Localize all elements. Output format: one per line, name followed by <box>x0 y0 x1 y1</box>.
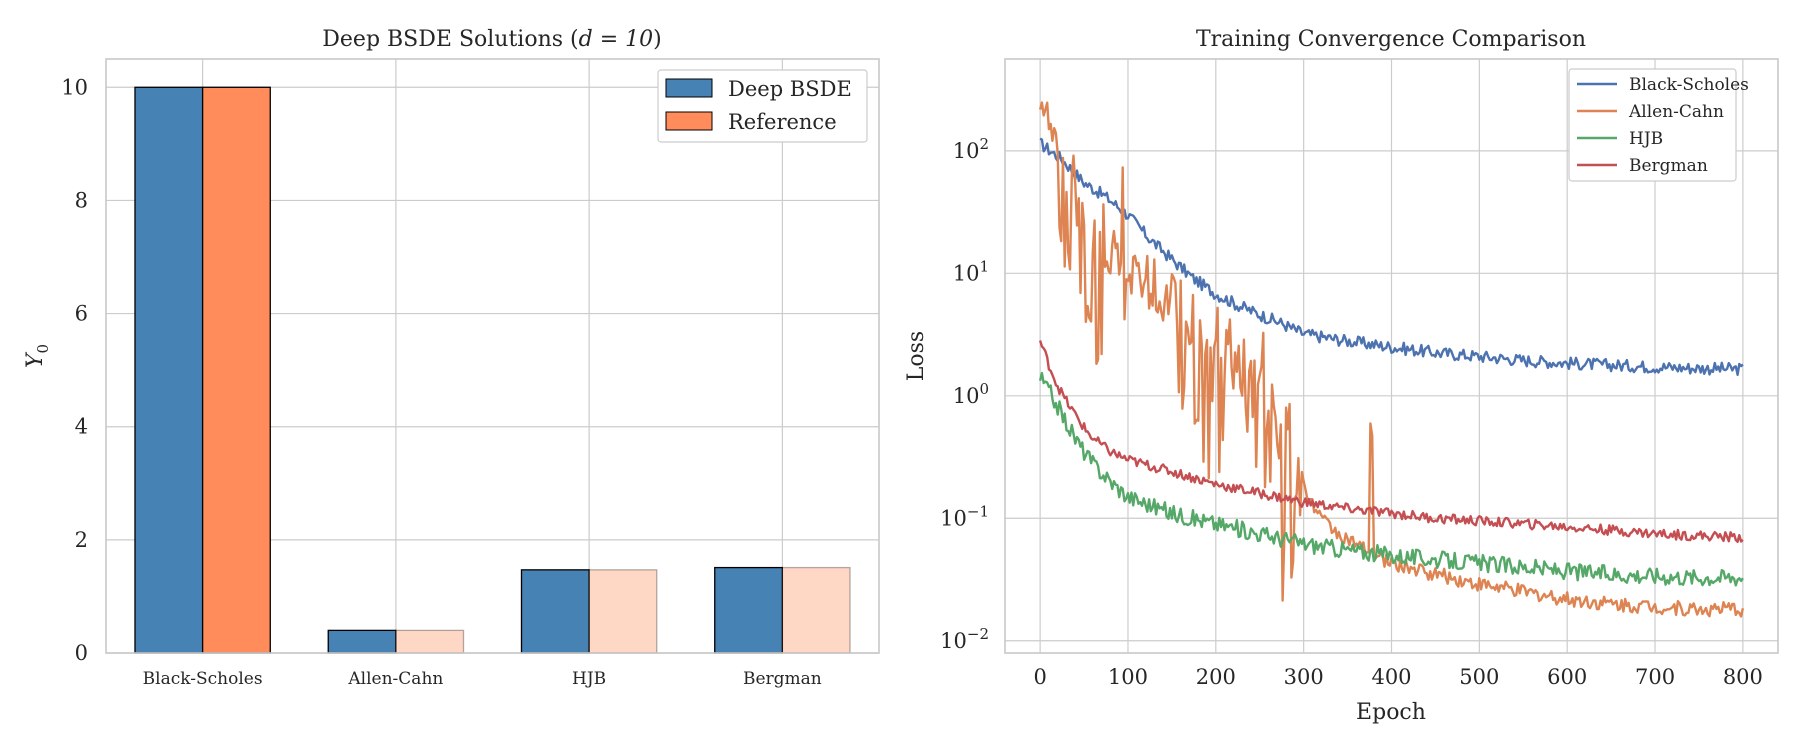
legend-label-hjb: HJB <box>1629 129 1663 149</box>
bar-deep-bsde-allen-cahn <box>327 629 397 654</box>
legend-label-allen-cahn: Allen-Cahn <box>1628 102 1724 122</box>
bar-reference-allen-cahn <box>395 629 465 654</box>
line-chart-marks <box>1038 101 1745 618</box>
bar-y-tick-label: 10 <box>61 75 88 99</box>
bar-chart-frame <box>105 58 880 654</box>
line-y-tick-label: 102 <box>953 135 989 163</box>
bar-y-tick-label: 4 <box>75 415 88 439</box>
legend-label-deep-bsde: Deep BSDE <box>728 77 852 101</box>
legend-swatch-reference <box>665 111 713 131</box>
series-line-hjb <box>1038 371 1744 587</box>
line-chart-legend-box <box>1568 68 1737 182</box>
bar-chart-x-ticks: Black-Scholes Allen-Cahn HJB Bergman <box>143 669 822 689</box>
line-y-tick-label: 100 <box>953 380 989 408</box>
bar-y-tick-label: 0 <box>75 641 88 665</box>
bar-x-tick-label-black-scholes: Black-Scholes <box>143 669 263 689</box>
bar-deep-bsde-black-scholes <box>134 86 204 654</box>
line-chart-y-ticks: 102 101 100 10−1 10−2 <box>940 135 989 653</box>
bar-reference-hjb <box>588 569 658 654</box>
legend-label-black-scholes: Black-Scholes <box>1629 75 1749 95</box>
line-chart-frame <box>1004 58 1779 654</box>
line-y-tick-label: 10−1 <box>940 502 989 530</box>
series-line-black-scholes <box>1039 137 1744 376</box>
bar-y-tick-label: 2 <box>75 528 88 552</box>
line-x-tick-label: 400 <box>1371 665 1411 689</box>
line-y-tick-label: 10−2 <box>940 625 989 653</box>
bar-deep-bsde-bergman <box>714 566 784 654</box>
line-chart-legend: Black-Scholes Allen-Cahn HJB Bergman <box>1568 68 1749 182</box>
line-chart-x-ticks: 0 100 200 300 400 500 600 700 800 <box>1033 665 1762 689</box>
bar-x-tick-label-allen-cahn: Allen-Cahn <box>347 669 443 689</box>
line-chart-y-axis-label: Loss <box>904 331 929 381</box>
legend-label-bergman: Bergman <box>1629 156 1708 176</box>
legend-swatch-deep-bsde <box>665 78 713 98</box>
line-x-tick-label: 800 <box>1723 665 1763 689</box>
line-x-tick-label: 200 <box>1196 665 1236 689</box>
bar-deep-bsde-hjb <box>520 569 590 654</box>
bar-x-tick-label-bergman: Bergman <box>743 669 822 689</box>
bar-reference-bergman <box>781 566 851 654</box>
bar-chart-marks <box>134 86 851 654</box>
line-x-tick-label: 0 <box>1033 665 1046 689</box>
bar-reference-black-scholes <box>201 86 271 654</box>
series-line-bergman <box>1038 340 1744 543</box>
bar-chart-title: Deep BSDE Solutions (d = 10) <box>322 27 661 52</box>
line-y-tick-label: 101 <box>953 257 989 285</box>
line-x-tick-label: 300 <box>1284 665 1324 689</box>
bar-x-tick-label-hjb: HJB <box>572 669 606 689</box>
line-x-tick-label: 700 <box>1635 665 1675 689</box>
line-x-tick-label: 100 <box>1108 665 1148 689</box>
line-chart-panel: 102 101 100 10−1 10−2 0 100 200 300 400 500 600 700… <box>904 27 1779 725</box>
line-x-tick-label: 600 <box>1547 665 1587 689</box>
bar-y-tick-label: 8 <box>75 188 88 212</box>
bar-chart-y-ticks: 0 2 4 6 8 10 <box>61 75 88 665</box>
line-x-tick-label: 500 <box>1459 665 1499 689</box>
legend-label-reference: Reference <box>728 110 837 134</box>
bar-chart-panel: 0 2 4 6 8 10 Black-Scholes Allen-Cahn HJB Bergma… <box>23 27 880 689</box>
line-chart-x-axis-label: Epoch <box>1356 700 1426 725</box>
line-chart-title: Training Convergence Comparison <box>1196 27 1586 52</box>
bar-chart-legend: Deep BSDE Reference <box>657 69 868 143</box>
bar-y-tick-label: 6 <box>75 302 88 326</box>
bar-chart-y-axis-label: Y0 <box>23 344 52 368</box>
